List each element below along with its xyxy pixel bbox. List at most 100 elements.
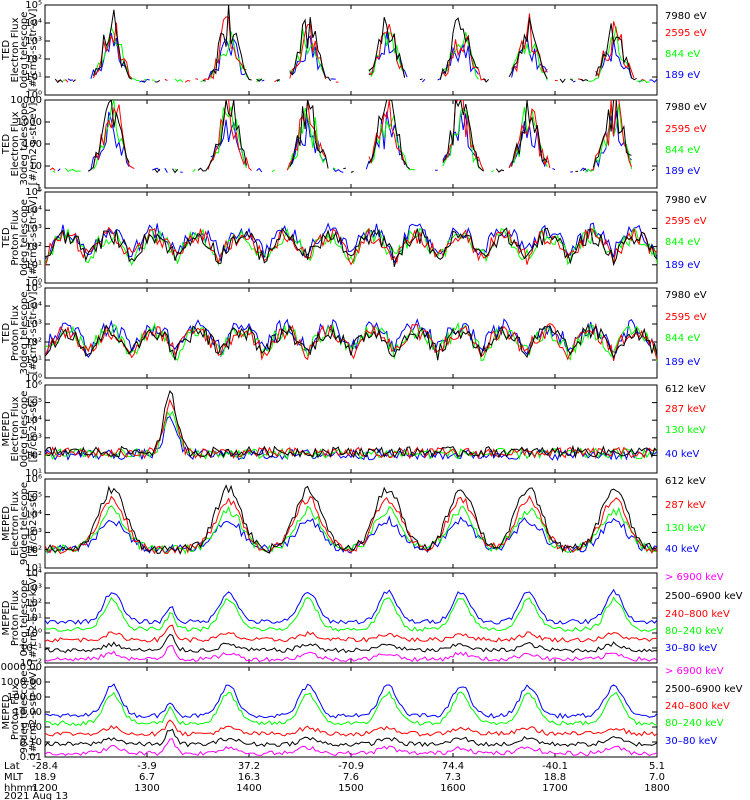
y-tick-label: 1.00: [20, 722, 42, 733]
series-line-4: [45, 690, 657, 727]
lat-tick-label: 74.4: [442, 761, 464, 772]
y-tick-label: 10¹: [25, 260, 42, 271]
y-tick-label: 0.10: [20, 737, 42, 748]
panel-frame: [44, 384, 658, 474]
legend-entry: 7980 eV: [665, 195, 707, 206]
legend-entry: 40 keV: [665, 449, 699, 460]
y-tick-label: 1000: [17, 117, 42, 128]
y-axis-label: TED: [1, 323, 12, 344]
legend-entry: 7980 eV: [665, 102, 707, 113]
legend-entry: 7980 eV: [665, 290, 707, 301]
y-tick-label: 10¹: [25, 563, 42, 574]
footer-row-label-lat: Lat: [4, 761, 20, 772]
series-line-1: [45, 322, 657, 361]
y-axis-label: Proton Flux: [10, 590, 21, 646]
y-axis-label: TED: [1, 134, 12, 155]
legend-entry: 130 keV: [665, 523, 706, 534]
y-tick-label: 10³: [25, 319, 42, 330]
series-line-3: [45, 719, 657, 737]
y-tick-label: 10⁵: [25, 0, 42, 11]
y-axis-label: 30deg telescope: [19, 102, 30, 185]
series-line-1: [45, 644, 657, 663]
lat-tick-label: -40.1: [542, 761, 568, 772]
footer-date: 2021 Aug 13: [4, 791, 68, 800]
series-line-5: [45, 683, 657, 719]
y-tick-label: 10⁴: [25, 205, 42, 216]
series-line-3: [45, 226, 657, 267]
y-axis-label: 0deg telescope: [19, 12, 30, 89]
y-axis-label: 0deg telescope: [19, 199, 30, 276]
y-tick-label: 10000: [10, 95, 42, 106]
y-tick-label: 10⁴: [25, 415, 42, 426]
series-line-4: [45, 415, 657, 462]
legend-entry: 2595 eV: [665, 124, 707, 135]
legend-entry: 30–80 keV: [665, 643, 717, 654]
y-axis-label: Electron Flux: [10, 17, 21, 82]
y-tick-label: 10⁴: [25, 510, 42, 521]
legend-entry: 189 eV: [665, 166, 700, 177]
series-line-5: [45, 588, 657, 625]
panel-frame: [44, 478, 658, 569]
y-tick-label: 10²: [25, 598, 42, 609]
series-line-1: [55, 5, 654, 82]
y-tick-label: 10¹: [25, 468, 42, 479]
legend-entry: 80–240 keV: [665, 718, 724, 729]
time-tick-label: 1800: [644, 783, 669, 794]
legend-entry: 40 keV: [665, 544, 699, 555]
legend-entry: 844 eV: [665, 49, 700, 60]
series-line-3: [62, 25, 650, 83]
y-tick-label: 10⁰: [25, 628, 42, 639]
y-tick-label: 10⁵: [25, 492, 42, 503]
y-tick-label: 10⁴: [25, 568, 42, 579]
series-line-2: [45, 633, 657, 654]
lat-tick-label: 37.2: [238, 761, 260, 772]
series-group: [55, 5, 657, 82]
legend-entry: 2500–6900 keV: [665, 684, 743, 695]
y-axis-label: Proton Flux: [10, 305, 21, 361]
y-tick-label: 10000.00: [0, 662, 42, 673]
series-line-4: [45, 222, 657, 264]
y-tick-label: 10²: [25, 54, 42, 65]
legend-entry: 30–80 keV: [665, 736, 717, 747]
y-axis-label: MEPED: [1, 506, 12, 541]
mlt-tick-label: 18.9: [34, 772, 56, 783]
y-tick-label: 10⁵: [25, 283, 42, 294]
legend-entry: 2595 eV: [665, 312, 707, 323]
mlt-tick-label: 7.6: [343, 772, 359, 783]
y-tick-label: 10⁰: [25, 278, 42, 289]
series-line-1: [45, 227, 657, 267]
mlt-tick-label: 18.8: [544, 772, 566, 783]
y-axis-label: 0deg telescope: [19, 580, 30, 657]
y-tick-label: 100.00: [7, 692, 42, 703]
series-line-1: [45, 738, 657, 757]
series-line-2: [50, 100, 654, 172]
time-tick-label: 1500: [338, 783, 363, 794]
y-tick-label: 10⁵: [25, 187, 42, 198]
series-line-4: [45, 515, 657, 554]
y-tick-label: 10.00: [13, 707, 42, 718]
y-axis-label: Proton Flux: [10, 209, 21, 265]
y-tick-label: 10⁰: [25, 373, 42, 384]
legend-entry: 287 keV: [665, 500, 706, 511]
time-tick-label: 1200: [32, 783, 57, 794]
series-line-3: [45, 624, 657, 643]
y-tick-label: 10⁴: [25, 301, 42, 312]
y-tick-label: 10¹: [25, 72, 42, 83]
y-axis-label: [#/cm2-s-str-eV]: [28, 103, 39, 186]
y-axis-label: Electron Flux: [10, 396, 21, 461]
lat-tick-label: -28.4: [32, 761, 58, 772]
legend-entry: 7980 eV: [665, 11, 707, 22]
y-axis-label: 0deg telescope: [19, 391, 30, 468]
y-tick-label: 1: [36, 183, 42, 194]
lat-tick-label: -3.9: [137, 761, 157, 772]
series-line-3: [45, 321, 657, 362]
series-line-2: [58, 13, 655, 82]
series-line-2: [45, 398, 657, 460]
panel-8: 0.01 0.10 1.00 10.00 100.00 1000.00 10000.00 ME…: [0, 662, 743, 763]
panel-frame: [44, 287, 658, 379]
y-tick-label: 10²: [25, 545, 42, 556]
